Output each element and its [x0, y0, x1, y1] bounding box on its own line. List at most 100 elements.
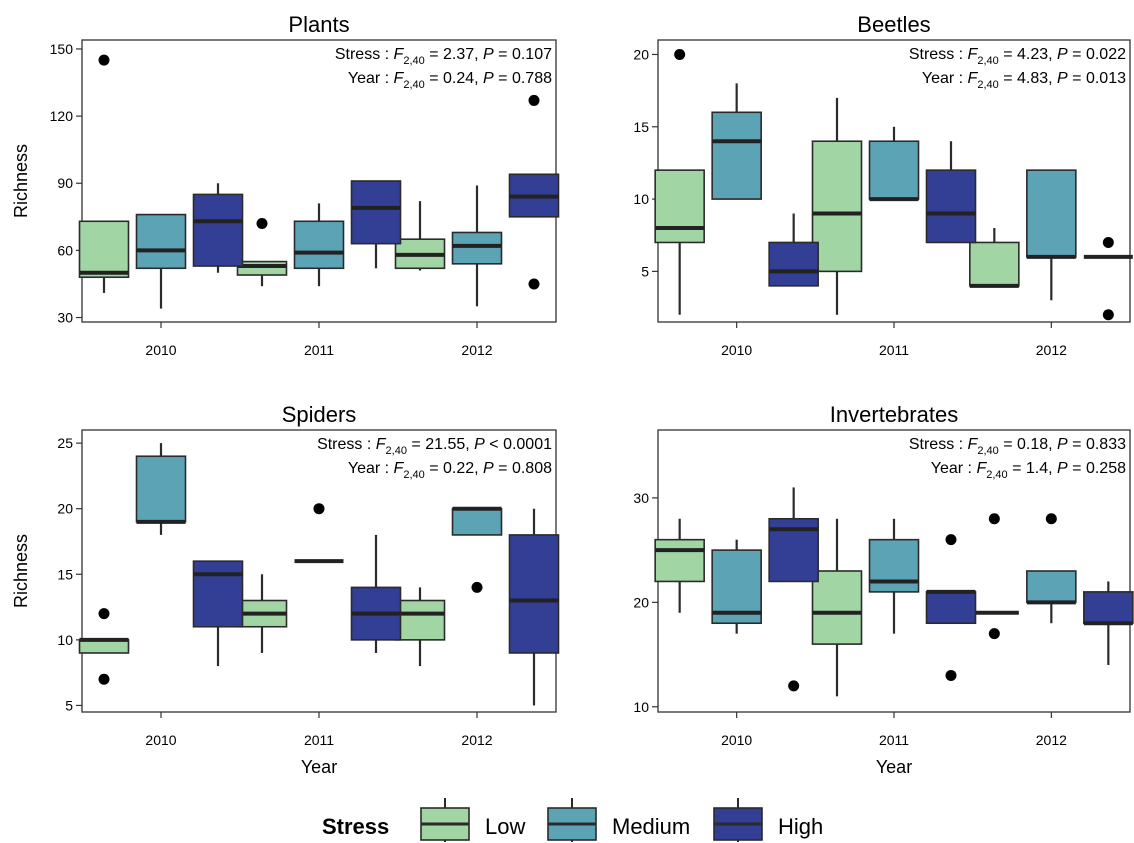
stat-f-value: 21.55 — [425, 436, 465, 453]
box-iqr — [1026, 570, 1077, 604]
y-tick-label: 30 — [57, 310, 73, 326]
stat-f-symbol: F — [976, 460, 987, 477]
panel-spiders: Spiders 5 10 15 20 25 2010 2011 2012 Richness Year… — [11, 402, 560, 777]
box-high-2012 — [1083, 236, 1133, 321]
stat-sep: , — [1048, 436, 1057, 453]
outlier-point — [674, 48, 686, 60]
box-medium-2011 — [868, 126, 920, 202]
y-tick-label: 20 — [633, 46, 649, 62]
box-high-2010 — [768, 213, 819, 287]
x-axis-label: Year — [301, 757, 337, 777]
stat-df: 2,40 — [977, 445, 998, 457]
x-tick-label: 2010 — [721, 342, 752, 358]
box-low-2010 — [78, 54, 130, 293]
box-medium-2010 — [135, 213, 187, 309]
stat-f-value: 0.22 — [443, 460, 474, 477]
box-low-2010 — [654, 48, 705, 315]
stat-f-symbol: F — [968, 46, 979, 63]
legend-label: High — [778, 814, 823, 839]
box-low-2010 — [78, 608, 130, 685]
stat-sep: , — [1048, 70, 1057, 87]
outlier-point — [988, 628, 1000, 640]
x-tick-label: 2012 — [1036, 732, 1067, 748]
stat-sep: , — [1048, 46, 1057, 63]
box-medium-2010 — [711, 83, 762, 200]
box-iqr — [192, 193, 244, 267]
stat-op: = — [498, 46, 507, 63]
y-tick-label: 150 — [50, 41, 74, 57]
box-low-2011 — [811, 518, 863, 697]
outlier-point — [98, 608, 110, 620]
x-tick-label: 2011 — [879, 342, 909, 358]
stat-p-value: 0.0001 — [503, 436, 552, 453]
outlier-point — [1102, 309, 1114, 321]
stat-f-value: 0.24 — [443, 70, 474, 87]
stat-f-value: 4.83 — [1017, 70, 1048, 87]
stat-p-symbol: P — [1057, 46, 1068, 63]
stat-p-value: 0.258 — [1086, 460, 1126, 477]
panel-plants: Plants 30 60 90 120 150 2010 2011 2012 Richness St… — [11, 12, 560, 358]
box-iqr — [654, 538, 705, 583]
stat-annotation: Stress : F2,40 = 2.37, P = 0.107 — [335, 46, 552, 67]
stat-eq: = — [411, 436, 425, 453]
box-iqr — [451, 507, 503, 536]
box-high-2012 — [508, 94, 560, 290]
outlier-point — [528, 94, 540, 106]
stat-f-value: 2.37 — [443, 46, 474, 63]
box-iqr — [969, 241, 1020, 287]
stat-annotation: Stress : F2,40 = 4.23, P = 0.022 — [909, 46, 1126, 67]
stat-sep: , — [465, 436, 474, 453]
outlier-point — [98, 673, 110, 685]
stat-sep: : — [954, 436, 967, 453]
x-tick-label: 2010 — [145, 732, 176, 748]
stat-f-value: 0.18 — [1017, 436, 1048, 453]
outlier-point — [1102, 236, 1114, 248]
box-high-2010 — [192, 560, 244, 667]
outlier-point — [471, 581, 483, 593]
box-iqr — [78, 220, 130, 279]
stat-sep: , — [474, 70, 483, 87]
x-tick-label: 2010 — [721, 732, 752, 748]
stat-df: 2,40 — [977, 55, 998, 67]
box-medium-2010 — [711, 539, 762, 634]
stat-annotation: Year : F2,40 = 0.24, P = 0.788 — [348, 70, 552, 91]
box-iqr — [451, 231, 503, 265]
stat-annotation: Year : F2,40 = 1.4, P = 0.258 — [931, 460, 1126, 481]
x-tick-label: 2012 — [1036, 342, 1067, 358]
stat-df: 2,40 — [977, 79, 998, 91]
x-tick-label: 2011 — [304, 732, 334, 748]
stat-df: 2,40 — [403, 79, 424, 91]
box-iqr — [868, 140, 920, 200]
stat-f-symbol: F — [394, 460, 405, 477]
y-tick-label: 15 — [633, 119, 649, 135]
box-high-2012 — [508, 508, 560, 706]
legend-label: Low — [485, 814, 525, 839]
x-tick-label: 2011 — [879, 732, 909, 748]
box-medium-2012 — [451, 185, 503, 307]
box-iqr — [811, 140, 863, 273]
stat-p-value: 0.107 — [512, 46, 552, 63]
stat-p-symbol: P — [483, 70, 494, 87]
box-iqr — [1026, 169, 1077, 258]
outlier-point — [988, 513, 1000, 525]
box-low-2011 — [236, 218, 288, 287]
stat-sep: : — [954, 46, 967, 63]
stat-label: Year — [931, 460, 964, 477]
box-iqr — [394, 599, 446, 641]
outlier-point — [945, 534, 957, 546]
stat-eq: = — [1012, 460, 1026, 477]
y-tick-label: 25 — [57, 435, 73, 451]
stat-p-symbol: P — [1057, 70, 1068, 87]
stat-eq: = — [1003, 46, 1017, 63]
panel-title: Beetles — [857, 12, 930, 37]
box-medium-2010 — [135, 443, 187, 535]
stat-p-value: 0.808 — [512, 460, 552, 477]
stat-sep: : — [362, 436, 375, 453]
box-iqr — [925, 591, 977, 625]
stat-annotation: Stress : F2,40 = 0.18, P = 0.833 — [909, 436, 1126, 457]
stat-p-value: 0.833 — [1086, 436, 1126, 453]
stat-p-value: 0.013 — [1086, 70, 1126, 87]
y-tick-label: 15 — [57, 566, 73, 582]
